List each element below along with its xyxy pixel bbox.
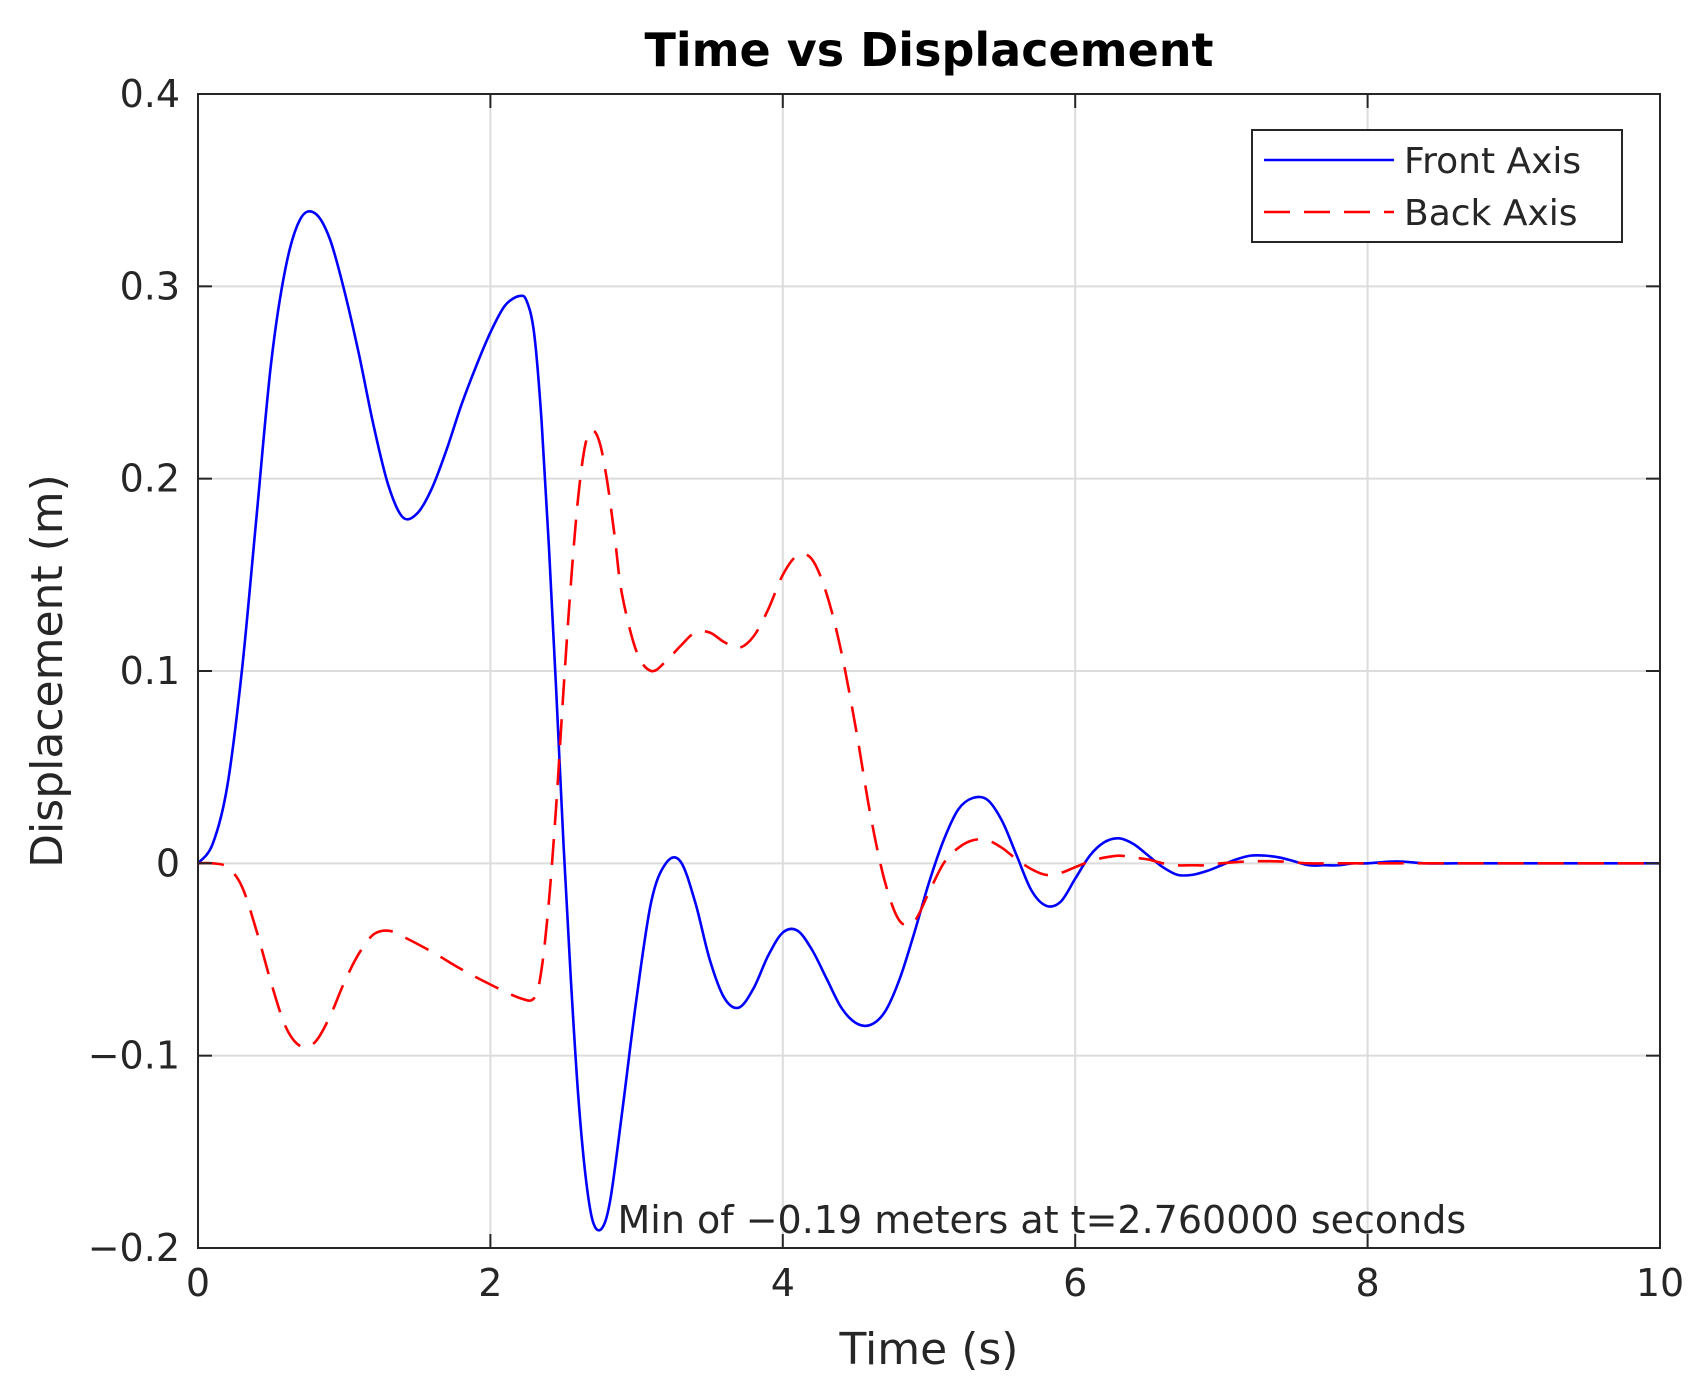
tick-labels: 0 2 4 6 8 10 −0.2 −0.1 0 0.1 0.2 0.3 0.4 bbox=[88, 72, 1684, 1305]
x-tick-label: 0 bbox=[186, 1261, 210, 1305]
series-line-front-axis bbox=[196, 210, 1660, 1232]
y-tick-label: 0.4 bbox=[120, 72, 180, 116]
y-tick-label: −0.1 bbox=[88, 1034, 180, 1078]
legend-entry-front-axis: Front Axis bbox=[1404, 141, 1581, 182]
x-tick-label: 4 bbox=[771, 1261, 795, 1305]
chart-title: Time vs Displacement bbox=[644, 23, 1213, 77]
y-tick-label: 0.3 bbox=[120, 264, 180, 308]
y-tick-label: −0.2 bbox=[88, 1226, 180, 1270]
x-tick-label: 6 bbox=[1063, 1261, 1087, 1305]
ticks bbox=[197, 93, 1661, 1249]
y-tick-label: 0.1 bbox=[120, 649, 180, 693]
y-tick-label: 0 bbox=[156, 841, 180, 885]
x-tick-label: 8 bbox=[1356, 1261, 1380, 1305]
y-tick-label: 0.2 bbox=[120, 457, 180, 501]
x-tick-label: 2 bbox=[478, 1261, 502, 1305]
y-axis-label: Displacement (m) bbox=[22, 474, 73, 868]
x-tick-label: 10 bbox=[1636, 1261, 1684, 1305]
series-line-back-axis bbox=[197, 429, 1660, 1049]
legend: Front Axis Back Axis bbox=[1251, 129, 1623, 243]
legend-entry-back-axis: Back Axis bbox=[1404, 193, 1578, 234]
legend-box bbox=[1251, 129, 1623, 243]
series-layer bbox=[196, 210, 1660, 1232]
x-axis-label: Time (s) bbox=[839, 1324, 1019, 1375]
min-annotation: Min of −0.19 meters at t=2.760000 second… bbox=[618, 1198, 1467, 1242]
